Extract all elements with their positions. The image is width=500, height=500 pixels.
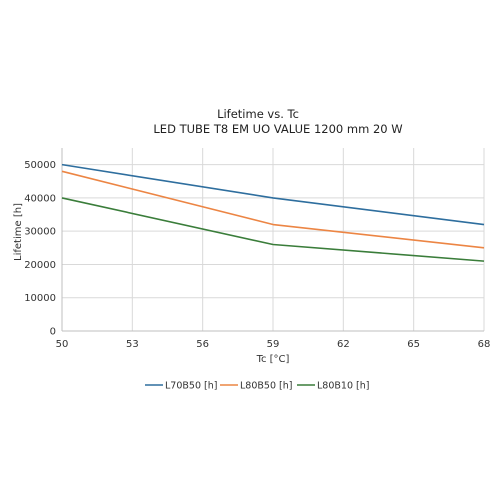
y-tick-label-0: 0 <box>50 327 56 338</box>
y-tick-label-2: 20000 <box>24 260 56 271</box>
legend-item-0: L70B50 [h] <box>145 381 217 392</box>
series-line-0 <box>61 163 485 226</box>
axes <box>61 148 484 332</box>
x-axis-label: Tc [°C] <box>256 354 290 365</box>
legend-label-0: L70B50 [h] <box>165 381 217 392</box>
series-line-1 <box>61 170 485 249</box>
y-tick-label-1: 10000 <box>24 293 56 304</box>
x-tick-label-4: 62 <box>337 339 350 350</box>
y-tick-label-5: 50000 <box>24 160 56 171</box>
legend: L70B50 [h] L80B50 [h] L80B10 [h] <box>145 381 369 392</box>
x-tick-label-1: 53 <box>126 339 139 350</box>
chart-subtitle: LED TUBE T8 EM UO VALUE 1200 mm 20 W <box>153 122 402 136</box>
x-tick-label-6: 68 <box>478 339 491 350</box>
y-tick-label-3: 30000 <box>24 227 56 238</box>
series-line-2 <box>61 197 485 262</box>
x-tick-labels: 50 53 56 59 62 65 68 <box>56 339 491 350</box>
x-tick-label-5: 65 <box>407 339 420 350</box>
y-axis-label: Lifetime [h] <box>13 203 24 261</box>
y-tick-label-4: 40000 <box>24 193 56 204</box>
x-tick-label-2: 56 <box>196 339 209 350</box>
legend-item-2: L80B10 [h] <box>297 381 369 392</box>
series-lines <box>61 163 485 262</box>
legend-label-1: L80B50 [h] <box>240 381 292 392</box>
legend-item-1: L80B50 [h] <box>220 381 292 392</box>
x-tick-label-0: 50 <box>56 339 69 350</box>
grid <box>61 148 485 331</box>
x-tick-label-3: 59 <box>267 339 280 350</box>
chart-title: Lifetime vs. Tc <box>217 107 299 121</box>
y-tick-labels: 0 10000 20000 30000 40000 50000 <box>24 160 56 337</box>
legend-label-2: L80B10 [h] <box>317 381 369 392</box>
